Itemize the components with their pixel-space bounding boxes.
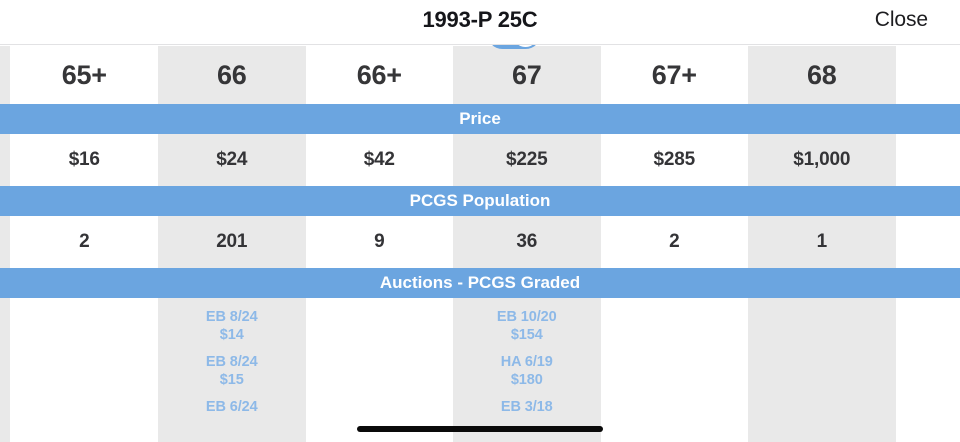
close-button[interactable]: Close xyxy=(874,8,928,31)
auction-column xyxy=(306,298,454,308)
data-cell-label: $225 xyxy=(506,149,548,170)
auction-price: $180 xyxy=(510,372,543,388)
grade-header-cell-label: 66 xyxy=(217,59,247,90)
grade-table: 65+ 66 66+ 67 67+ 68 Price $16 $24 $42 $225 $285 $1,… xyxy=(0,46,960,442)
data-cell-label: 9 xyxy=(374,231,385,252)
grade-header-cell[interactable]: 65+ xyxy=(11,46,159,104)
home-indicator xyxy=(357,426,603,432)
data-cell[interactable]: 2 xyxy=(11,216,159,268)
auction-source-date: HA 6/19 xyxy=(500,354,553,370)
data-cell[interactable]: 1 xyxy=(748,216,896,268)
data-cell-label: 1 xyxy=(816,231,828,252)
data-cell-label: 2 xyxy=(79,231,90,252)
grade-header-cell[interactable]: 67+ xyxy=(601,46,749,104)
auction-column: EB 8/24 $14 EB 8/24 $15 EB 6/24 xyxy=(158,298,306,425)
auction-source-date: EB 8/24 xyxy=(205,354,258,370)
grade-header-cell-label: 65+ xyxy=(61,59,107,90)
auction-price: $15 xyxy=(219,372,244,388)
section-band: Price xyxy=(0,104,960,134)
data-cell-label: $42 xyxy=(363,149,395,170)
auction-column xyxy=(11,298,159,308)
data-cell-label: 36 xyxy=(516,231,538,252)
data-cell-label: $24 xyxy=(216,149,248,170)
grade-header-cell-label: 66+ xyxy=(356,59,402,90)
data-cell-label: 201 xyxy=(216,231,248,252)
data-cell[interactable]: 2 xyxy=(601,216,749,268)
auction-column: EB 10/20 $154 HA 6/19 $180 EB 3/18 xyxy=(453,298,601,425)
grade-header-cell[interactable]: 66+ xyxy=(306,46,454,104)
grade-header-cell[interactable]: 67 xyxy=(453,46,601,104)
data-cell[interactable]: $285 xyxy=(601,134,749,186)
data-cell-label: $1,000 xyxy=(793,149,851,170)
data-cell-label: $285 xyxy=(653,149,696,170)
auctions-row: EB 8/24 $14 EB 8/24 $15 EB 6/24 EB 10/20 $154 H… xyxy=(0,298,960,442)
section-band: PCGS Population xyxy=(0,186,960,216)
data-cell[interactable]: $16 xyxy=(11,134,159,186)
auction-entry[interactable]: EB 6/24 xyxy=(158,398,306,416)
auction-column xyxy=(601,298,749,308)
auction-source-date: EB 10/20 xyxy=(496,309,557,325)
auction-column xyxy=(748,298,896,308)
grade-header-row: 65+ 66 66+ 67 67+ 68 xyxy=(0,46,960,104)
data-cell[interactable]: 201 xyxy=(158,216,306,268)
data-cell-label: 2 xyxy=(669,231,680,252)
grade-header-cell-label: 67 xyxy=(512,59,542,90)
data-cell[interactable]: $42 xyxy=(306,134,454,186)
data-cell-label: $16 xyxy=(68,149,100,170)
auction-entry[interactable]: HA 6/19 $180 xyxy=(453,353,601,389)
data-row: $16 $24 $42 $225 $285 $1,000 xyxy=(0,134,960,186)
auction-source-date: EB 6/24 xyxy=(205,399,258,415)
auction-entry[interactable]: EB 10/20 $154 xyxy=(453,308,601,344)
section-band: Auctions - PCGS Graded xyxy=(0,268,960,298)
grade-header-cell-label: 68 xyxy=(807,59,837,90)
auction-source-date: EB 3/18 xyxy=(500,399,553,415)
data-row: 2 201 9 36 2 1 xyxy=(0,216,960,268)
auction-entry[interactable]: EB 8/24 $14 xyxy=(158,308,306,344)
data-cell[interactable]: 36 xyxy=(453,216,601,268)
auction-entry[interactable]: EB 3/18 xyxy=(453,398,601,416)
data-cell[interactable]: $24 xyxy=(158,134,306,186)
data-cell[interactable]: $1,000 xyxy=(748,134,896,186)
grade-header-cell-label: 67+ xyxy=(651,59,697,90)
grade-header-cell[interactable]: 66 xyxy=(158,46,306,104)
auction-entry[interactable]: EB 8/24 $15 xyxy=(158,353,306,389)
data-cell[interactable]: $225 xyxy=(453,134,601,186)
page-title: 1993-P 25C xyxy=(422,7,538,32)
auction-price: $154 xyxy=(510,327,543,343)
auction-source-date: EB 8/24 xyxy=(205,309,258,325)
column-stripe xyxy=(0,46,10,442)
modal-header: 1993-P 25C Close xyxy=(0,0,960,45)
auction-price: $14 xyxy=(219,327,244,343)
grade-header-cell[interactable]: 68 xyxy=(748,46,896,104)
data-cell[interactable]: 9 xyxy=(306,216,454,268)
